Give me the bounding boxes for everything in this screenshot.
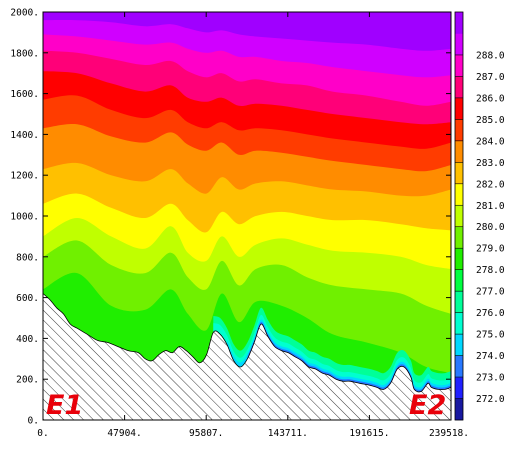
colorbar-swatch	[455, 205, 463, 228]
colorbar-label: 278.0	[476, 265, 505, 276]
colorbar-label: 274.0	[476, 351, 505, 362]
colorbar-label: 280.0	[476, 222, 505, 233]
x-tick-label: 191615.	[349, 428, 389, 439]
colorbar-label: 288.0	[476, 50, 505, 61]
colorbar-swatch	[455, 140, 463, 163]
colorbar-swatch	[455, 248, 463, 270]
y-tick-label: 600.	[16, 293, 39, 304]
colorbar-label: 282.0	[476, 179, 505, 190]
colorbar-label: 276.0	[476, 308, 505, 319]
colorbar-swatch	[455, 119, 463, 142]
endpoint-label-e2: E2	[409, 390, 446, 421]
x-axis: 0. 47904. 95807. 143711. 191615. 239518.	[37, 12, 469, 439]
x-tick-label: 47904.	[107, 428, 141, 439]
colorbar-swatch	[455, 226, 463, 249]
colorbar: 272.0 273.0 274.0 275.0 276.0 277.0 278.0 279.0…	[454, 11, 505, 421]
y-tick-label: 800.	[16, 252, 39, 263]
colorbar-swatch	[455, 355, 463, 378]
colorbar-swatch	[455, 291, 463, 313]
y-tick-label: 1400.	[10, 130, 39, 141]
contour-bands	[43, 12, 451, 420]
y-tick-label: 2000.	[10, 8, 39, 19]
colorbar-swatch	[455, 269, 463, 292]
colorbar-swatch	[455, 162, 463, 185]
x-tick-label: 0.	[37, 428, 48, 439]
cold-layer-1	[213, 314, 451, 393]
colorbar-swatch	[455, 312, 463, 335]
colorbar-swatch	[455, 33, 463, 56]
band-above-288	[43, 12, 451, 51]
terrain-profile	[43, 292, 451, 420]
colorbar-label: 275.0	[476, 330, 505, 341]
colorbar-swatch	[455, 97, 463, 120]
colorbar-label: 287.0	[476, 72, 505, 83]
y-tick-label: 1600.	[10, 89, 39, 100]
colorbar-swatch	[455, 54, 463, 77]
y-tick-label: 200.	[16, 375, 39, 386]
x-tick-label: 239518.	[429, 428, 469, 439]
colorbar-label: 279.0	[476, 244, 505, 255]
y-tick-label: 1000.	[10, 212, 39, 223]
x-tick-label: 95807.	[189, 428, 223, 439]
colorbar-label: 283.0	[476, 158, 505, 169]
colorbar-label: 277.0	[476, 287, 505, 298]
y-axis: 0. 200. 400. 600. 800. 1000. 1200. 1400. 1600. 18…	[10, 8, 451, 427]
x-tick-label: 143711.	[268, 428, 308, 439]
colorbar-label: 285.0	[476, 115, 505, 126]
cold-layer-3	[247, 322, 451, 393]
colorbar-swatch	[455, 334, 463, 356]
colorbar-label: 286.0	[476, 93, 505, 104]
cold-layer-0	[213, 307, 451, 393]
colorbar-frame	[454, 11, 464, 421]
colorbar-label: 273.0	[476, 373, 505, 384]
y-tick-label: 1800.	[10, 48, 39, 59]
y-tick-label: 0.	[28, 416, 39, 427]
y-tick-label: 1200.	[10, 171, 39, 182]
colorbar-swatch	[455, 76, 463, 99]
endpoint-label-e1: E1	[46, 390, 83, 421]
colorbar-swatch	[455, 12, 463, 34]
colorbar-label: 281.0	[476, 201, 505, 212]
colorbar-label: 272.0	[476, 394, 505, 405]
colorbar-swatch	[455, 377, 463, 399]
colorbar-swatch	[455, 183, 463, 206]
y-tick-label: 400.	[16, 334, 39, 345]
colorbar-swatch	[455, 398, 463, 421]
terrain-mask	[43, 292, 451, 420]
colorbar-label: 284.0	[476, 136, 505, 147]
